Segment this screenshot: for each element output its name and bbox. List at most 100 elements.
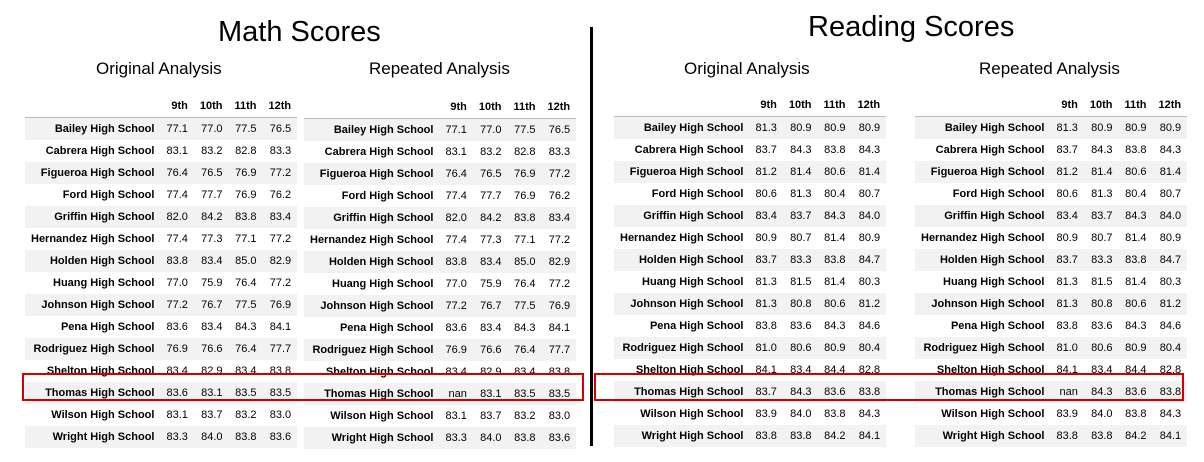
school-name: Bailey High School: [54, 123, 155, 135]
score-cell: 77.4: [166, 189, 188, 201]
column-header-11th: 11th: [817, 94, 852, 117]
score-cell: 77.5: [235, 123, 257, 135]
score-cell: 83.1: [445, 410, 467, 422]
school-name: Johnson High School: [320, 300, 434, 312]
table-row: Ford High School 77.4 77.7 76.9 76.2: [304, 185, 576, 207]
score-cell: 84.0: [480, 432, 502, 444]
score-cell: 76.9: [235, 167, 257, 179]
school-name: Pena High School: [649, 320, 744, 332]
header-row: 9th 10th 11th 12th: [614, 94, 887, 117]
school-name: Thomas High School: [324, 388, 434, 400]
school-name: Rodriguez High School: [312, 344, 434, 356]
table-row: Ford High School 77.4 77.7 76.9 76.2: [25, 184, 297, 206]
score-cell: 83.6: [1125, 386, 1147, 398]
school-name: Thomas High School: [634, 386, 744, 398]
column-header-9th: 9th: [439, 96, 473, 119]
score-cell: 75.9: [480, 278, 502, 290]
score-cell: 83.8: [790, 430, 812, 442]
score-cell: 81.4: [1125, 276, 1147, 288]
score-cell: 77.7: [269, 343, 292, 355]
score-cell: 80.7: [858, 188, 881, 200]
score-cell: 81.5: [1091, 276, 1113, 288]
score-cell: 77.5: [514, 124, 536, 136]
score-cell: 84.0: [790, 408, 812, 420]
score-cell: 84.3: [858, 144, 881, 156]
score-cell: 77.7: [548, 344, 571, 356]
school-name: Hernandez High School: [620, 232, 744, 244]
score-cell: 83.6: [445, 322, 467, 334]
score-cell: 76.9: [445, 344, 467, 356]
score-cell: 80.9: [1159, 122, 1182, 134]
score-cell: 82.9: [269, 255, 292, 267]
column-header-11th: 11th: [1118, 94, 1153, 117]
score-cell: 80.6: [790, 342, 812, 354]
reading-scores-title: Reading Scores: [808, 11, 1015, 43]
score-cell: 81.4: [824, 276, 846, 288]
school-name: Ford High School: [341, 190, 434, 202]
school-name: Wilson High School: [941, 408, 1045, 420]
table-row: Holden High School 83.8 83.4 85.0 82.9: [304, 251, 577, 273]
score-cell: 80.6: [1125, 166, 1147, 178]
table-row: Griffin High School 82.0 84.2 83.8 83.4: [25, 206, 298, 228]
table-row: Figueroa High School 76.4 76.5 76.9 77.2: [304, 163, 577, 185]
score-cell: 80.9: [1125, 342, 1147, 354]
score-cell: 84.2: [201, 211, 223, 223]
score-cell: 83.4: [201, 255, 223, 267]
score-cell: 83.8: [755, 320, 777, 332]
score-cell: 76.9: [514, 190, 536, 202]
score-cell: 77.0: [166, 277, 188, 289]
table-row: Shelton High School 83.4 82.9 83.4 83.8: [304, 361, 576, 383]
score-cell: 77.5: [235, 299, 257, 311]
column-header-12th: 12th: [1152, 94, 1188, 117]
table-row: Wilson High School 83.9 84.0 83.8 84.3: [915, 403, 1187, 425]
score-cell: 80.6: [1125, 298, 1147, 310]
score-cell: 81.3: [1056, 298, 1078, 310]
table-row: Rodriguez High School 81.0 80.6 80.9 80.4: [614, 337, 887, 359]
school-name: Ford High School: [651, 188, 744, 200]
school-name: Bailey High School: [944, 122, 1045, 134]
score-cell: nan: [448, 388, 467, 400]
score-cell: 83.7: [755, 144, 777, 156]
score-cell: 84.0: [1159, 210, 1182, 222]
score-cell: 84.3: [1159, 408, 1182, 420]
reading-original-table: 9th 10th 11th 12th Bailey High School 81.3 80.…: [614, 94, 887, 447]
score-cell: 77.2: [548, 234, 571, 246]
score-cell: 76.9: [514, 168, 536, 180]
school-name: Figueroa High School: [40, 167, 155, 179]
score-cell: 77.4: [166, 233, 188, 245]
score-cell: 77.2: [269, 233, 292, 245]
score-cell: 81.0: [1056, 342, 1078, 354]
score-cell: 83.7: [1056, 254, 1078, 266]
math-repeated-table: 9th 10th 11th 12th Bailey High School 77.1 77.…: [304, 96, 577, 449]
score-cell: 83.3: [1091, 254, 1113, 266]
school-name: Figueroa High School: [319, 168, 434, 180]
school-name: Thomas High School: [935, 386, 1045, 398]
column-header-9th: 9th: [160, 95, 194, 118]
table-row: Pena High School 83.6 83.4 84.3 84.1: [304, 317, 576, 339]
score-cell: 83.2: [201, 145, 223, 157]
reading-thomas-highlight: [594, 373, 1184, 401]
score-cell: 83.8: [755, 430, 777, 442]
table-row: Rodriguez High School 76.9 76.6 76.4 77.7: [25, 338, 298, 360]
score-cell: 81.3: [755, 298, 777, 310]
column-header-10th: 10th: [472, 96, 508, 119]
score-cell: 76.7: [480, 300, 502, 312]
score-cell: 80.6: [824, 298, 846, 310]
column-header-12th: 12th: [541, 96, 577, 119]
table-row: Holden High School 83.7 83.3 83.8 84.7: [915, 249, 1188, 271]
score-cell: 77.3: [480, 234, 502, 246]
score-cell: 83.8: [824, 254, 846, 266]
school-name: Wilson High School: [640, 408, 744, 420]
score-cell: 83.1: [201, 387, 223, 399]
column-header-9th: 9th: [1050, 94, 1084, 117]
score-cell: 83.6: [824, 386, 846, 398]
score-cell: 83.8: [548, 366, 571, 378]
score-cell: 76.7: [201, 299, 223, 311]
score-cell: 77.4: [445, 234, 467, 246]
score-cell: 83.7: [1091, 210, 1113, 222]
table-row: Holden High School 83.7 83.3 83.8 84.7: [614, 249, 887, 271]
score-cell: 80.6: [824, 166, 846, 178]
table-row: Wilson High School 83.1 83.7 83.2 83.0: [304, 405, 576, 427]
school-name: Griffin High School: [643, 210, 744, 222]
math-thomas-highlight: [22, 373, 584, 401]
